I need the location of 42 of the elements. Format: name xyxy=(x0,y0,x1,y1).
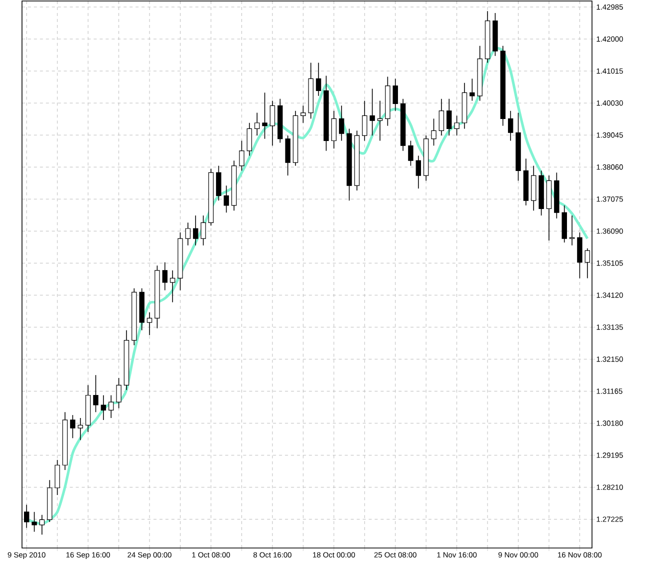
candlestick xyxy=(262,92,268,140)
candlestick xyxy=(438,98,444,136)
candlestick xyxy=(93,374,98,413)
candlestick xyxy=(285,135,290,176)
candlestick xyxy=(300,105,306,124)
candlestick xyxy=(70,414,76,439)
candlestick xyxy=(216,165,222,201)
candlestick xyxy=(108,394,114,418)
candlestick xyxy=(116,378,122,409)
candlestick xyxy=(392,78,398,112)
candlestick xyxy=(39,514,45,536)
candlestick xyxy=(270,100,276,146)
candlestick xyxy=(200,215,206,246)
candlestick xyxy=(508,110,514,142)
candlestick xyxy=(100,394,106,420)
candlestick xyxy=(431,118,436,146)
candlestick xyxy=(246,122,252,156)
candlestick xyxy=(454,115,460,136)
candlestick xyxy=(239,140,244,172)
candlestick xyxy=(193,215,198,246)
candlestick xyxy=(569,215,575,246)
candlestick xyxy=(78,418,83,440)
candlestick xyxy=(370,88,375,136)
candlestick xyxy=(316,62,322,96)
candlestick xyxy=(224,185,229,213)
candlestick xyxy=(170,270,176,303)
candlestick xyxy=(32,512,37,532)
candlestick xyxy=(185,222,191,246)
candlestick xyxy=(362,100,368,142)
candlestick xyxy=(331,110,336,149)
candlestick xyxy=(254,112,260,136)
candlestick xyxy=(338,105,344,142)
candlestick xyxy=(377,100,383,142)
candlestick xyxy=(408,140,414,166)
candlestick xyxy=(584,248,590,279)
candlestick xyxy=(24,504,30,528)
candlestick xyxy=(470,78,475,102)
candlestick xyxy=(54,460,60,496)
candlestick xyxy=(446,98,452,136)
candlestick xyxy=(416,155,421,189)
candlestick xyxy=(162,262,168,291)
candlestick xyxy=(146,312,152,336)
